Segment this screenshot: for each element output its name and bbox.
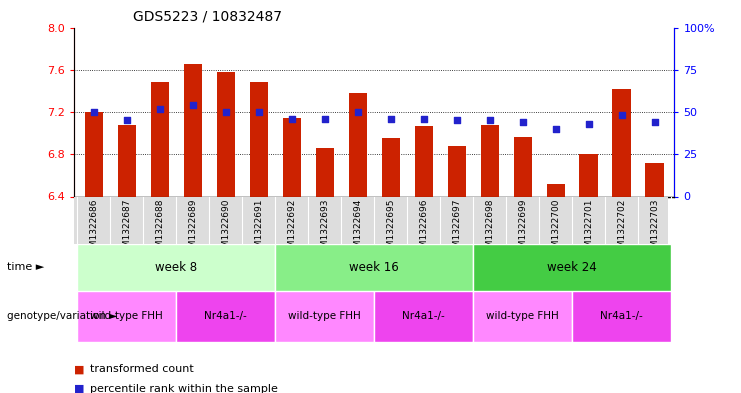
Point [88,109,100,115]
Bar [275,244,473,291]
Text: ■: ■ [74,384,84,393]
Text: Nr4a1-/-: Nr4a1-/- [205,311,247,321]
Point [582,121,594,127]
Bar [282,118,301,196]
Text: week 8: week 8 [156,261,197,274]
Text: GSM1322695: GSM1322695 [386,199,395,259]
Point [154,105,166,112]
Text: GSM1322697: GSM1322697 [452,199,461,259]
Bar [547,184,565,196]
Text: GSM1322698: GSM1322698 [485,199,494,259]
Text: week 24: week 24 [547,261,597,274]
Bar [250,83,268,196]
Text: wild-type FHH: wild-type FHH [486,311,559,321]
Point [418,116,430,122]
Bar [118,125,136,196]
Text: GSM1322696: GSM1322696 [419,199,428,259]
Bar [514,138,532,196]
Text: GSM1322686: GSM1322686 [90,199,99,259]
Text: Nr4a1-/-: Nr4a1-/- [402,311,445,321]
Bar [481,125,499,196]
Bar [374,291,473,342]
Text: GSM1322694: GSM1322694 [353,199,362,259]
Bar [176,291,275,342]
Point [516,119,528,125]
Point [385,116,396,122]
Text: percentile rank within the sample: percentile rank within the sample [90,384,279,393]
Point [253,109,265,115]
Bar [415,126,433,196]
Text: week 16: week 16 [349,261,399,274]
Text: GSM1322701: GSM1322701 [584,199,593,259]
Text: Nr4a1-/-: Nr4a1-/- [600,311,643,321]
Text: time ►: time ► [7,262,44,272]
Text: GSM1322688: GSM1322688 [156,199,165,259]
Bar [77,291,176,342]
Bar [184,64,202,196]
Bar [84,112,103,196]
Bar [448,146,466,196]
Text: GSM1322692: GSM1322692 [288,199,296,259]
Point [286,116,298,122]
Bar [216,72,235,196]
Bar [613,89,631,196]
Bar [382,138,399,196]
Bar [473,291,572,342]
Point [187,102,199,108]
Text: GSM1322691: GSM1322691 [254,199,263,259]
Text: genotype/variation ►: genotype/variation ► [7,311,118,321]
Text: GSM1322703: GSM1322703 [650,199,659,259]
Text: GSM1322690: GSM1322690 [222,199,230,259]
Bar [275,291,374,342]
Text: wild-type FHH: wild-type FHH [288,311,361,321]
Point [550,126,562,132]
Bar [572,291,671,342]
Bar [349,93,367,196]
Text: GSM1322700: GSM1322700 [551,199,560,259]
Text: GSM1322689: GSM1322689 [188,199,197,259]
Text: GSM1322693: GSM1322693 [320,199,329,259]
Bar [645,163,664,196]
Text: GDS5223 / 10832487: GDS5223 / 10832487 [133,9,282,24]
Point [319,116,330,122]
Bar [77,244,275,291]
Text: GSM1322699: GSM1322699 [518,199,527,259]
Point [616,112,628,119]
Bar [150,83,169,196]
Text: ■: ■ [74,364,84,375]
Bar [579,154,598,196]
Point [484,118,496,124]
Point [352,109,364,115]
Point [121,118,133,124]
Text: GSM1322702: GSM1322702 [617,199,626,259]
Text: wild-type FHH: wild-type FHH [90,311,163,321]
Bar [473,244,671,291]
Point [451,118,462,124]
Text: GSM1322687: GSM1322687 [122,199,131,259]
Text: transformed count: transformed count [90,364,194,375]
Point [648,119,660,125]
Point [220,109,232,115]
Bar [316,148,333,196]
